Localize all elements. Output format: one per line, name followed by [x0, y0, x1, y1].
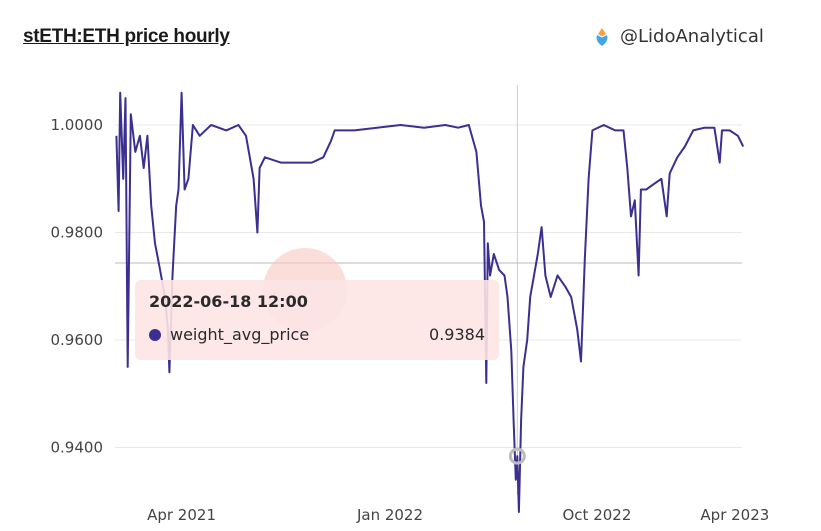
lido-drop-icon: [596, 27, 608, 46]
x-tick-label: Oct 2022: [562, 506, 631, 524]
x-tick-label: Jan 2022: [356, 506, 423, 524]
author-link[interactable]: @LidoAnalytical: [594, 26, 764, 47]
y-axis: 0.9400 0.9600 0.9800 1.0000: [51, 116, 104, 457]
x-tick-label: Apr 2021: [147, 506, 216, 524]
author-name: @LidoAnalytical: [620, 26, 764, 47]
y-tick-label: 0.9400: [51, 439, 104, 457]
series-line-weight-avg-price: [115, 91, 745, 513]
grid: [115, 124, 742, 448]
hover-point: [508, 447, 526, 465]
series-dot-icon: [149, 328, 161, 341]
chart-title[interactable]: stETH:ETH price hourly: [23, 26, 230, 47]
tooltip-value: 0.9384: [429, 325, 485, 344]
tooltip: 2022-06-18 12:00 weight_avg_price 0.9384: [135, 280, 499, 360]
x-axis: Apr 2021 Jan 2022 Oct 2022 Apr 2023: [147, 506, 769, 524]
tooltip-date: 2022-06-18 12:00: [149, 292, 308, 311]
y-tick-label: 0.9800: [51, 224, 104, 242]
y-tick-label: 0.9600: [51, 331, 104, 349]
x-tick-label: Apr 2023: [700, 506, 769, 524]
y-tick-label: 1.0000: [51, 116, 104, 134]
tooltip-series-name: weight_avg_price: [170, 325, 310, 344]
